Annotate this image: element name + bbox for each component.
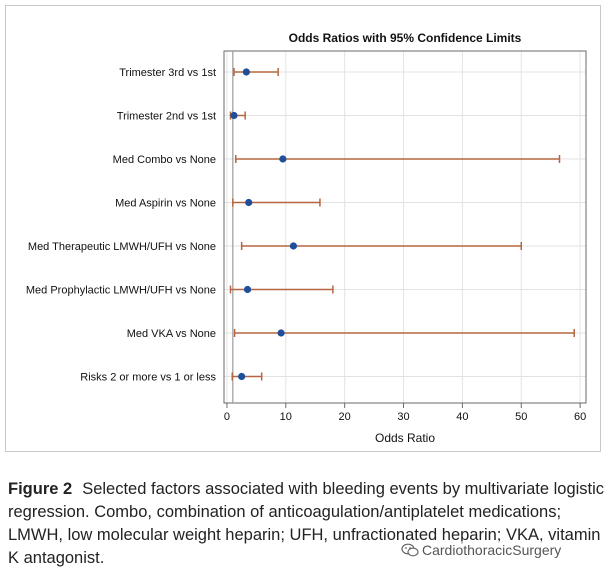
odds-ratio-point <box>243 285 252 294</box>
odds-ratio-point <box>289 242 298 250</box>
x-tick-label: 0 <box>224 411 230 423</box>
x-tick-label: 60 <box>574 411 586 423</box>
chart-title: Odds Ratios with 95% Confidence Limits <box>289 31 522 45</box>
watermark-text: CardiothoracicSurgery <box>422 542 562 558</box>
x-axis-label: Odds Ratio <box>375 431 435 445</box>
forest-plot: Odds Ratios with 95% Confidence Limits 0… <box>26 31 587 445</box>
odds-ratio-point <box>238 372 246 381</box>
watermark: CardiothoracicSurgery <box>398 541 565 559</box>
figure-panel: Odds Ratios with 95% Confidence Limits 0… <box>5 5 601 452</box>
x-tick-label: 20 <box>339 411 351 423</box>
plot-frame <box>223 50 587 404</box>
row-label: Med Therapeutic LMWH/UFH vs None <box>28 241 216 253</box>
odds-ratio-point <box>230 111 238 120</box>
row-label: Med Aspirin vs None <box>115 198 216 210</box>
wechat-icon <box>401 543 419 557</box>
x-tick-label: 50 <box>515 411 527 423</box>
odds-ratio-point <box>279 155 287 163</box>
odds-ratio-point <box>245 198 253 207</box>
plot-area: 0 10 20 30 40 50 60 Trimester 3rd vs 1st Trimest… <box>26 50 587 423</box>
row-label: Risks 2 or more vs 1 or less <box>80 372 216 384</box>
caption-text: Selected factors associated with bleedin… <box>8 480 605 567</box>
caption-label: Figure 2 <box>8 480 73 498</box>
row-label: Trimester 2nd vs 1st <box>117 111 216 123</box>
figure-caption: Figure 2 Selected factors associated with… <box>8 478 608 570</box>
odds-ratio-point <box>242 68 250 76</box>
x-tick-label: 10 <box>280 411 292 423</box>
row-label: Med VKA vs None <box>127 328 216 340</box>
row-label: Med Combo vs None <box>113 154 216 166</box>
row-label: Med Prophylactic LMWH/UFH vs None <box>26 285 216 297</box>
x-tick-label: 30 <box>397 411 409 423</box>
row-label: Trimester 3rd vs 1st <box>119 67 216 79</box>
x-tick-label: 40 <box>456 411 468 423</box>
odds-ratio-point <box>277 329 285 337</box>
